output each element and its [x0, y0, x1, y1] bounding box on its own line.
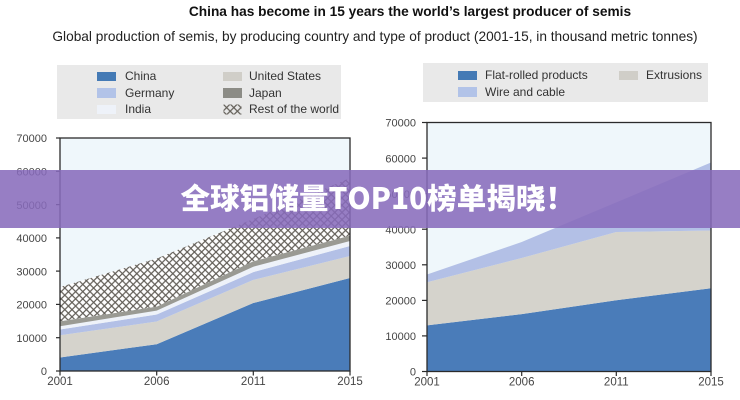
svg-text:20000: 20000: [385, 296, 416, 308]
svg-text:2015: 2015: [698, 377, 724, 389]
svg-text:2011: 2011: [604, 377, 629, 389]
svg-text:2006: 2006: [144, 376, 170, 388]
svg-text:30000: 30000: [385, 260, 416, 272]
svg-text:2015: 2015: [337, 376, 363, 388]
svg-text:0: 0: [410, 367, 416, 379]
svg-text:70000: 70000: [16, 133, 47, 145]
svg-text:10000: 10000: [385, 331, 416, 343]
svg-text:10000: 10000: [16, 333, 47, 345]
svg-text:70000: 70000: [385, 118, 416, 130]
svg-text:2001: 2001: [414, 377, 440, 389]
svg-text:2001: 2001: [47, 376, 73, 388]
svg-text:20000: 20000: [16, 300, 47, 312]
svg-text:2006: 2006: [509, 377, 535, 389]
svg-text:30000: 30000: [16, 266, 47, 278]
svg-text:2011: 2011: [241, 376, 266, 388]
svg-text:0: 0: [41, 366, 47, 378]
svg-text:40000: 40000: [16, 233, 47, 245]
svg-text:60000: 60000: [385, 153, 416, 165]
